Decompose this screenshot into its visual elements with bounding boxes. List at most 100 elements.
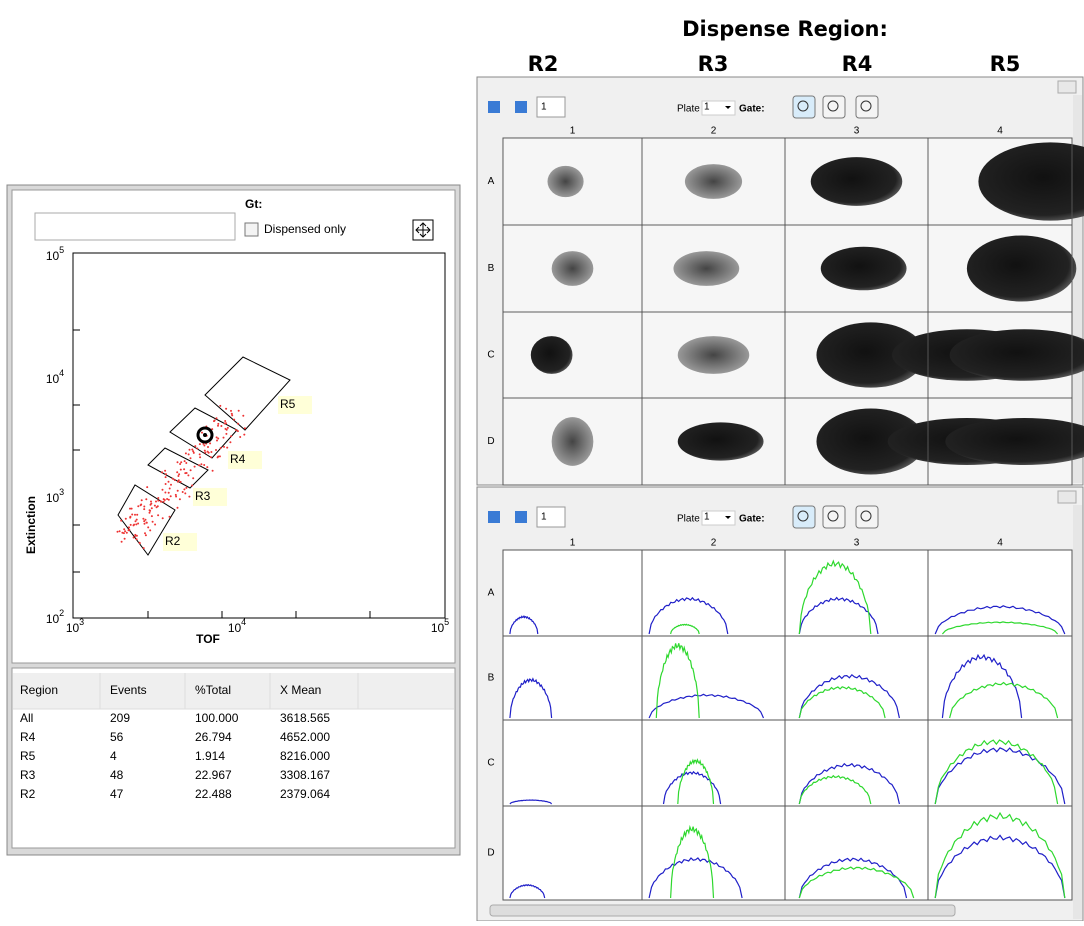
point	[128, 529, 130, 531]
point	[119, 530, 121, 532]
zoom-out[interactable]	[823, 506, 845, 528]
embryo	[821, 247, 907, 291]
point	[144, 532, 146, 534]
column-label: 4	[997, 126, 1003, 137]
profile-window: 1Plate1Gate:1234ABCD	[477, 487, 1083, 921]
point	[190, 457, 192, 459]
point	[235, 429, 237, 431]
point	[182, 491, 184, 493]
point	[140, 504, 142, 506]
point	[194, 466, 196, 468]
table-cell: 56	[110, 730, 124, 744]
point	[200, 463, 202, 465]
embryo	[811, 157, 903, 206]
tick-exp: 3	[59, 487, 64, 497]
table-cell: 4652.000	[280, 730, 330, 744]
point	[176, 471, 178, 473]
point	[136, 519, 138, 521]
point	[225, 428, 227, 430]
region-label: R5	[280, 397, 296, 411]
x-axis-label: TOF	[196, 632, 220, 646]
point	[149, 512, 151, 514]
point	[169, 516, 171, 518]
point	[162, 517, 164, 519]
refresh[interactable]	[856, 96, 878, 118]
column-label: 2	[711, 538, 717, 549]
point	[242, 415, 244, 417]
point	[129, 517, 131, 519]
table-header-cell: Region	[20, 683, 58, 697]
nav-prev[interactable]	[488, 101, 500, 113]
point	[192, 477, 194, 479]
embryo	[552, 251, 594, 286]
table-cell: 100.000	[195, 711, 239, 725]
point	[213, 420, 215, 422]
point	[180, 481, 182, 483]
point	[193, 452, 195, 454]
close-button[interactable]	[1058, 491, 1076, 503]
close-button[interactable]	[1058, 81, 1076, 93]
point	[120, 520, 122, 522]
nav-prev[interactable]	[488, 511, 500, 523]
nav-next[interactable]	[515, 511, 527, 523]
point	[223, 446, 225, 448]
column-label: 3	[854, 126, 860, 137]
zoom-in[interactable]	[793, 96, 815, 118]
embryo	[547, 166, 583, 197]
point	[162, 489, 164, 491]
table-cell: All	[20, 711, 33, 725]
point	[139, 542, 141, 544]
point	[206, 466, 208, 468]
point	[164, 492, 166, 494]
point	[187, 474, 189, 476]
point	[219, 455, 221, 457]
point	[230, 410, 232, 412]
table-cell: R4	[20, 730, 36, 744]
point	[134, 514, 136, 516]
point	[165, 473, 167, 475]
row-label: A	[488, 176, 495, 187]
point	[180, 469, 182, 471]
y-axis-label: Extinction	[24, 496, 38, 554]
embryo	[531, 336, 573, 374]
table-cell: 3618.565	[280, 711, 330, 725]
point	[220, 425, 222, 427]
refresh[interactable]	[856, 506, 878, 528]
point	[143, 547, 145, 549]
point	[207, 451, 209, 453]
zoom-out[interactable]	[823, 96, 845, 118]
point	[179, 463, 181, 465]
nav-next[interactable]	[515, 101, 527, 113]
h-scrollbar[interactable]	[490, 905, 955, 916]
column-label: 1	[570, 126, 576, 137]
point	[233, 419, 235, 421]
point	[160, 500, 162, 502]
point	[175, 496, 177, 498]
checkbox-label: Dispensed only	[264, 222, 346, 236]
point	[123, 528, 125, 530]
text-box[interactable]	[35, 213, 235, 240]
point	[146, 486, 148, 488]
row-label: B	[488, 673, 495, 684]
zoom-in[interactable]	[793, 506, 815, 528]
point	[155, 501, 157, 503]
point	[191, 449, 193, 451]
point	[177, 461, 179, 463]
tick-exp: 4	[59, 368, 64, 378]
table-cell: 209	[110, 711, 130, 725]
point	[199, 443, 201, 445]
embryo	[685, 164, 742, 199]
point	[188, 453, 190, 455]
point	[243, 434, 245, 436]
gate-label: Gt:	[245, 197, 262, 211]
checkbox[interactable]	[245, 223, 258, 236]
point	[124, 538, 126, 540]
column-label: 1	[570, 538, 576, 549]
point	[183, 468, 185, 470]
point	[184, 472, 186, 474]
move-icon[interactable]	[413, 220, 433, 240]
point	[130, 524, 132, 526]
column-label: 4	[997, 538, 1003, 549]
point	[144, 523, 146, 525]
